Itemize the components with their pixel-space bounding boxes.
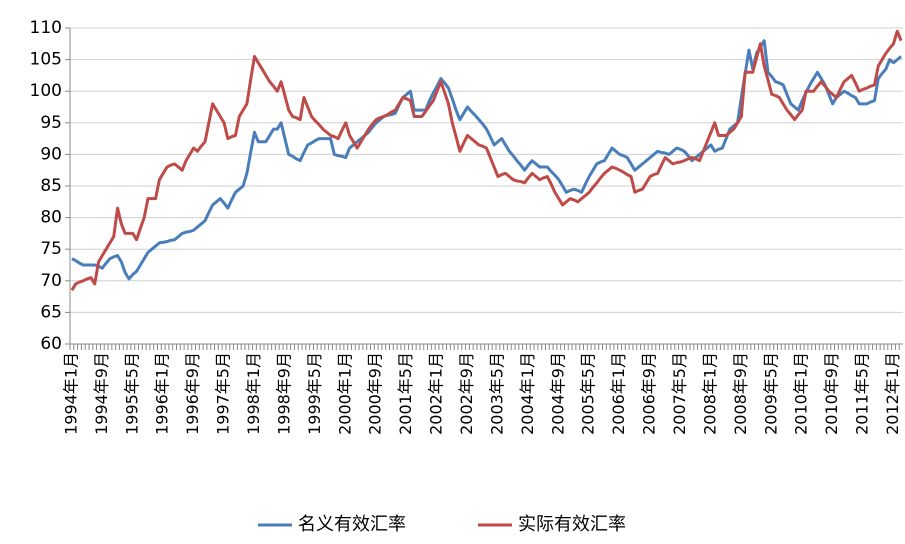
x-tick-label: 2000年9月 [366,352,385,435]
x-tick-label: 2007年5月 [670,352,689,435]
x-tick-label: 1999年5月 [305,352,324,435]
x-tick-label: 1997年5月 [214,352,233,435]
y-tick-label: 75 [40,239,62,259]
x-tick-label: 2004年9月 [548,352,567,435]
series-line [71,39,903,281]
y-tick-label: 90 [40,144,62,164]
x-tick-label: 2010年9月 [822,352,841,435]
y-tick-label: 70 [40,271,62,291]
x-tick-label: 2010年1月 [792,352,811,435]
y-tick-label: 105 [30,50,62,70]
y-tick-label: 100 [30,81,62,101]
y-tick-label: 95 [40,113,62,133]
x-tick-label: 1998年1月 [244,352,263,435]
x-tick-label: 2008年9月 [731,352,750,435]
x-tick-label: 2003年5月 [487,352,506,435]
y-tick-label: 80 [40,208,62,228]
x-tick-label: 2001年5月 [396,352,415,435]
y-tick-label: 110 [30,18,62,38]
y-tick-label: 65 [40,302,62,322]
x-tick-label: 1998年9月 [274,352,293,435]
x-tick-label: 2012年1月 [883,352,902,435]
x-tick-label: 1996年1月 [153,352,172,435]
x-tick-label: 2008年1月 [700,352,719,435]
x-tick-label: 1994年9月 [92,352,111,435]
x-tick-label: 2002年9月 [457,352,476,435]
x-tick-label: 2002年1月 [427,352,446,435]
legend-label: 实际有效汇率 [518,514,626,535]
x-tick-label: 2006年9月 [640,352,659,435]
y-tick-label: 60 [40,334,62,354]
x-tick-label: 2004年1月 [518,352,537,435]
x-tick-label: 1994年1月 [61,352,80,435]
x-tick-label: 1996年9月 [183,352,202,435]
y-tick-label: 85 [40,176,62,196]
x-tick-label: 2009年5月 [761,352,780,435]
legend-label: 名义有效汇率 [298,514,406,535]
series-line [70,29,903,292]
x-tick-label: 2011年5月 [853,352,872,435]
x-tick-label: 2000年1月 [335,352,354,435]
x-tick-label: 1995年5月 [122,352,141,435]
x-tick-label: 2005年5月 [579,352,598,435]
x-tick-label: 2006年1月 [609,352,628,435]
